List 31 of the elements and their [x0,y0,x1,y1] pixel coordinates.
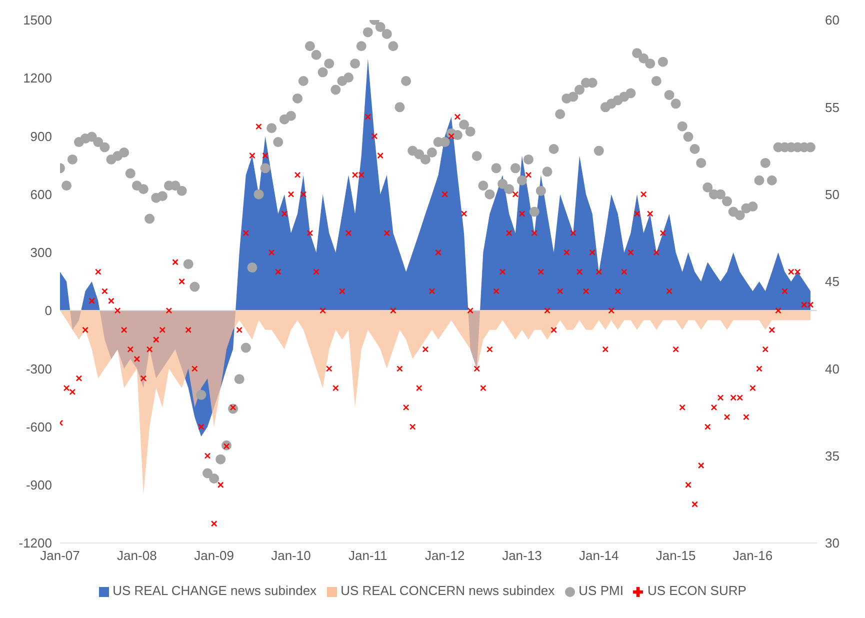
y2-tick-label: 40 [825,361,840,376]
y-tick-label: -600 [26,419,52,434]
x-tick-label: Jan-16 [732,548,773,564]
x-tick-label: Jan-12 [424,548,465,564]
y-tick-label: -300 [26,361,52,376]
y-tick-label: -900 [26,478,52,493]
y2-tick-label: 50 [825,186,840,202]
legend-label: US PMI [578,583,624,598]
x-tick-label: Jan-15 [656,548,696,564]
x-tick-label: Jan-11 [348,548,388,564]
x-tick-label: Jan-09 [194,548,234,564]
y-tick-label: 600 [30,186,52,202]
y-tick-label: 900 [30,128,52,144]
y-tick-label: -1200 [18,536,52,551]
y2-tick-label: 45 [825,274,840,290]
x-tick-label: Jan-07 [40,548,80,564]
legend-label: US REAL CONCERN news subindex [340,583,555,598]
x-tick-label: Jan-14 [579,548,619,564]
y-tick-label: 1500 [23,12,52,28]
x-tick-label: Jan-08 [117,548,157,564]
legend-label: US REAL CHANGE news subindex [112,583,317,598]
y2-tick-label: 55 [825,100,840,115]
y-tick-label: 0 [44,303,52,318]
y-tick-label: 300 [30,245,52,260]
y2-tick-label: 60 [825,12,840,28]
x-tick-label: Jan-13 [502,548,542,564]
y2-tick-label: 35 [825,448,840,464]
y-tick-label: 1200 [23,70,52,86]
x-tick-label: Jan-10 [271,548,311,564]
y2-tick-label: 30 [825,536,840,551]
legend-label: US ECON SURP [647,583,746,598]
